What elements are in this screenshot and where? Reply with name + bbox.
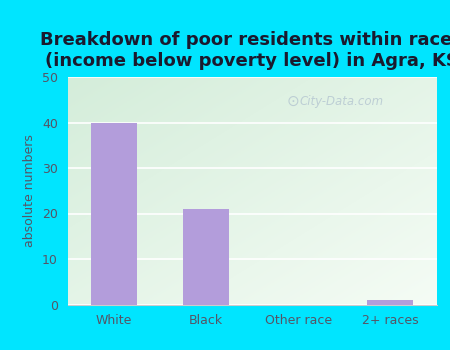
Text: ⊙: ⊙ bbox=[287, 94, 300, 109]
Bar bbox=[90, 122, 137, 304]
Bar bbox=[183, 209, 229, 304]
Bar bbox=[367, 300, 414, 304]
Y-axis label: absolute numbers: absolute numbers bbox=[23, 134, 36, 247]
Title: Breakdown of poor residents within races
(income below poverty level) in Agra, K: Breakdown of poor residents within races… bbox=[40, 31, 450, 70]
Text: City-Data.com: City-Data.com bbox=[300, 95, 384, 108]
